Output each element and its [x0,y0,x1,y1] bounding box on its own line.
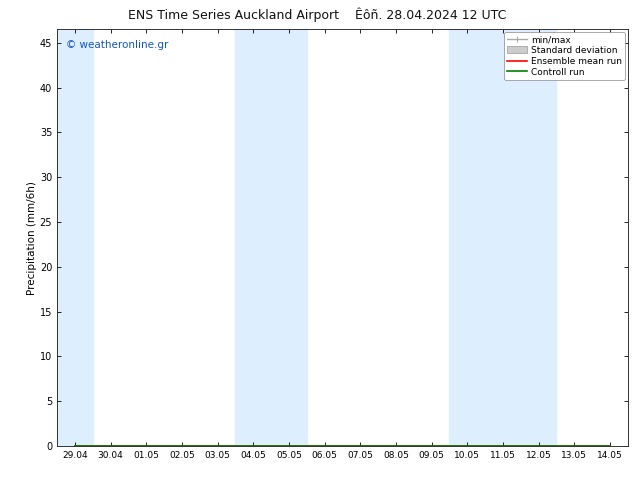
Bar [57,29,93,446]
Text: ENS Time Series Auckland Airport    Êôñ. 28.04.2024 12 UTC: ENS Time Series Auckland Airport Êôñ. 28… [128,7,506,22]
Bar [235,29,307,446]
Legend: min/max, Standard deviation, Ensemble mean run, Controll run: min/max, Standard deviation, Ensemble me… [504,32,625,80]
Text: © weatheronline.gr: © weatheronline.gr [66,40,168,50]
Y-axis label: Precipitation (mm/6h): Precipitation (mm/6h) [27,181,37,294]
Bar [450,29,557,446]
